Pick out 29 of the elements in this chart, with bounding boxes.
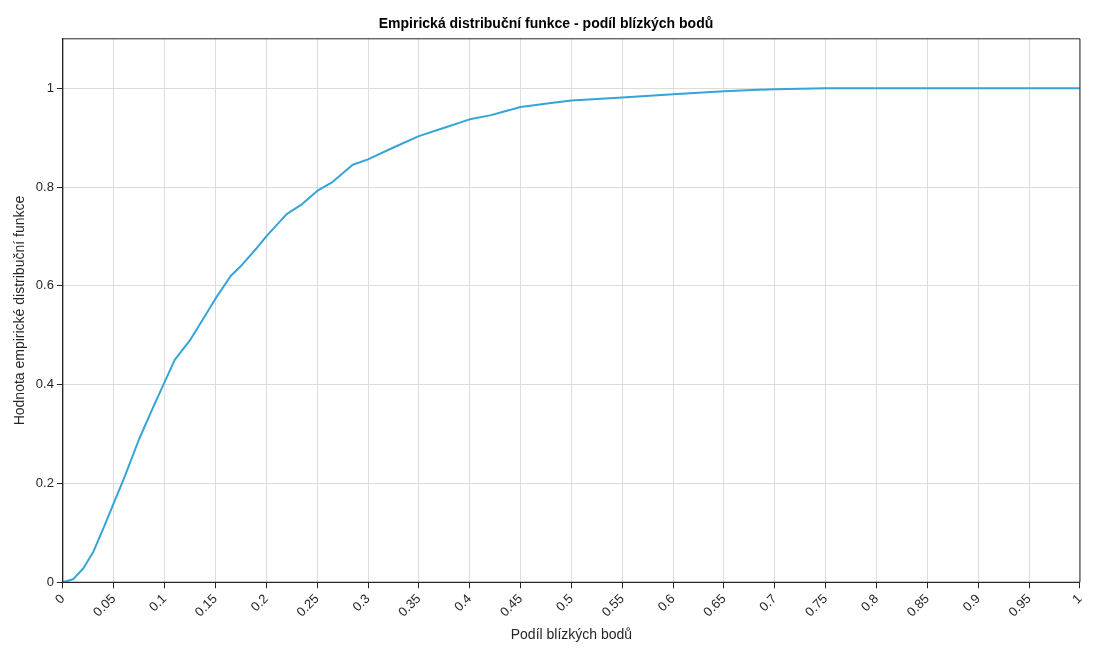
x-tick-label: 0.9: [959, 590, 983, 615]
x-tick-label: 1: [1068, 590, 1085, 607]
x-tick-label: 0.6: [654, 590, 678, 615]
x-tick-label: 0.8: [857, 590, 882, 615]
x-axis-title: Podíl blízkých bodů: [510, 626, 633, 643]
x-tick-label: 0.45: [496, 590, 526, 620]
x-tick-label: 0.5: [552, 590, 577, 615]
x-tick-label: 0.05: [89, 590, 119, 620]
x-tick-label: 0.55: [598, 590, 627, 620]
y-tick-label: 0.6: [35, 277, 54, 293]
x-tick-label: 0.15: [191, 590, 221, 620]
y-tick-label: 0.8: [35, 178, 54, 194]
x-tick-label: 0.35: [395, 590, 424, 620]
y-tick-label: 0: [46, 573, 54, 589]
x-tick-label: 0.85: [903, 590, 933, 620]
x-tick-label: 0.25: [293, 590, 322, 620]
x-tick-label: 0.1: [145, 590, 170, 615]
x-tick-label: 0.4: [450, 590, 475, 615]
x-tick-label: 0.75: [801, 590, 831, 620]
x-tick-label: 0.65: [700, 590, 729, 620]
y-axis-title: Hodnota empirické distribuční funkce: [11, 195, 28, 426]
x-tick-label: 0.7: [756, 590, 780, 615]
y-tick-label: 0.2: [35, 475, 54, 491]
x-tick-label: 0.3: [349, 590, 373, 615]
y-tick-label: 0.4: [35, 376, 54, 392]
x-tick-label: 0.2: [247, 590, 271, 615]
y-tick-label: 1: [46, 79, 54, 95]
chart-title: Empirická distribuční funkce - podíl blízkých bodů: [378, 15, 714, 32]
x-tick-label: 0.95: [1005, 590, 1034, 620]
